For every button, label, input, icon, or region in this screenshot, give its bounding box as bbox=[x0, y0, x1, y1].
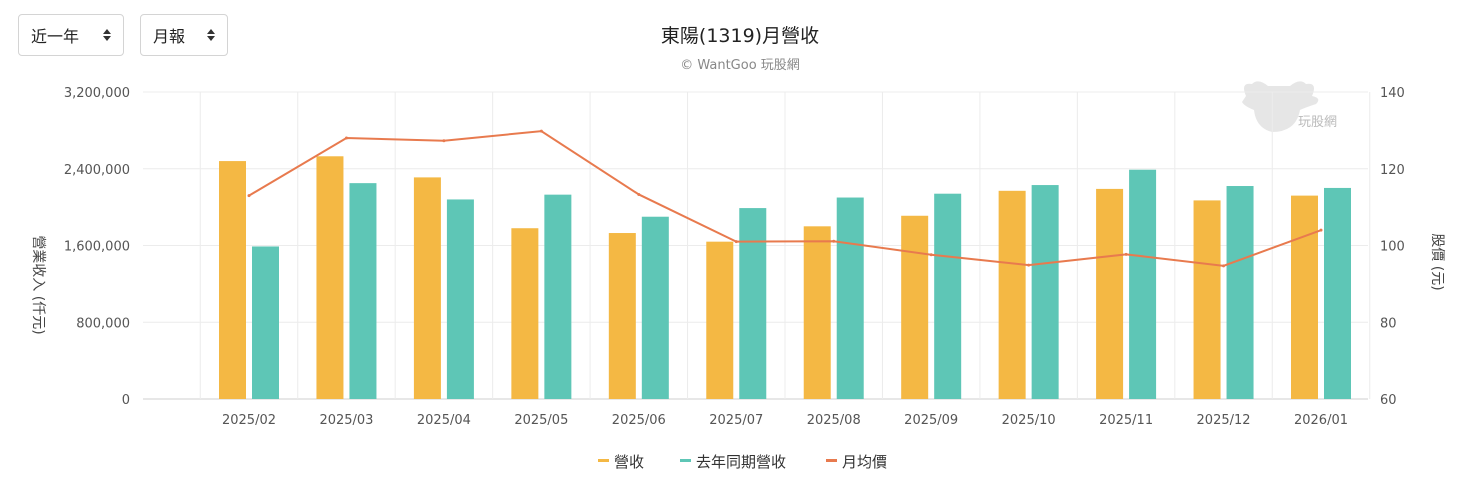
line-point[interactable] bbox=[1222, 264, 1226, 268]
legend: 營收 去年同期營收 月均價 bbox=[598, 453, 887, 471]
price-line bbox=[247, 129, 1323, 268]
line-point[interactable] bbox=[637, 192, 641, 196]
line-point[interactable] bbox=[832, 239, 836, 243]
bar-revenue[interactable] bbox=[511, 228, 539, 399]
legend-item[interactable]: 月均價 bbox=[826, 453, 887, 471]
bar-revenue[interactable] bbox=[901, 215, 929, 399]
line-avg-price[interactable] bbox=[248, 130, 1322, 267]
bar-revenue-prev-year[interactable] bbox=[544, 194, 572, 399]
bar-revenue[interactable] bbox=[413, 177, 441, 399]
line-point[interactable] bbox=[539, 129, 543, 133]
legend-item[interactable]: 去年同期營收 bbox=[680, 453, 786, 471]
line-point[interactable] bbox=[247, 194, 251, 198]
y-tick-label: 1,600,000 bbox=[64, 240, 130, 255]
bar-revenue-prev-year[interactable] bbox=[1226, 186, 1254, 399]
bar-revenue-prev-year[interactable] bbox=[934, 193, 962, 399]
bar-revenue-prev-year[interactable] bbox=[446, 199, 474, 399]
bar-revenue[interactable] bbox=[1291, 195, 1318, 399]
y2-tick-label: 140 bbox=[1380, 86, 1405, 101]
legend-swatch bbox=[826, 459, 837, 462]
y-tick-label: 800,000 bbox=[76, 316, 130, 331]
x-tick-label: 2025/06 bbox=[612, 413, 666, 428]
chart-subtitle: © WantGoo 玩股網 bbox=[680, 58, 800, 73]
line-point[interactable] bbox=[1319, 228, 1323, 232]
x-tick-label: 2025/05 bbox=[514, 413, 568, 428]
line-point[interactable] bbox=[442, 139, 446, 143]
legend-swatch bbox=[680, 459, 691, 462]
x-tick-label: 2025/03 bbox=[319, 413, 373, 428]
legend-label: 營收 bbox=[614, 453, 644, 471]
y-tick-label: 3,200,000 bbox=[64, 86, 130, 101]
y2-tick-label: 80 bbox=[1380, 316, 1397, 331]
y2-tick-label: 60 bbox=[1380, 393, 1397, 408]
bar-revenue[interactable] bbox=[608, 233, 636, 399]
y-tick-label: 0 bbox=[122, 393, 130, 408]
bar-revenue[interactable] bbox=[316, 156, 344, 399]
legend-label: 去年同期營收 bbox=[696, 453, 786, 471]
axes: 0 800,000 1,600,000 2,400,000 3,200,000 60 80 1… bbox=[64, 86, 1405, 428]
x-tick-label: 2025/04 bbox=[417, 413, 471, 428]
bar-revenue-prev-year[interactable] bbox=[349, 183, 377, 399]
sort-arrows-icon bbox=[207, 29, 215, 41]
legend-label: 月均價 bbox=[842, 453, 887, 471]
y-tick-label: 2,400,000 bbox=[64, 163, 130, 178]
cow-logo-icon bbox=[1242, 81, 1319, 132]
x-tick-label: 2025/09 bbox=[904, 413, 958, 428]
y2-axis-title: 股價 (元) bbox=[1429, 233, 1446, 290]
x-tick-label: 2026/01 bbox=[1294, 413, 1348, 428]
watermark-text: 玩股網 bbox=[1298, 115, 1337, 130]
bar-revenue-prev-year[interactable] bbox=[739, 208, 767, 399]
line-point[interactable] bbox=[1027, 263, 1031, 267]
x-tick-label: 2025/08 bbox=[807, 413, 861, 428]
bars bbox=[219, 156, 1351, 399]
x-tick-label: 2025/12 bbox=[1197, 413, 1251, 428]
bar-revenue-prev-year[interactable] bbox=[641, 216, 669, 399]
bar-revenue-prev-year[interactable] bbox=[1129, 169, 1157, 399]
bar-revenue[interactable] bbox=[803, 226, 831, 399]
line-point[interactable] bbox=[929, 253, 933, 257]
x-tick-label: 2025/07 bbox=[709, 413, 763, 428]
range-select[interactable]: 近一年 bbox=[18, 14, 124, 56]
bar-revenue-prev-year[interactable] bbox=[252, 246, 279, 399]
range-select-value: 近一年 bbox=[31, 27, 80, 46]
line-point[interactable] bbox=[344, 136, 348, 140]
frequency-select-value: 月報 bbox=[153, 27, 186, 46]
sort-arrows-icon bbox=[103, 29, 111, 41]
x-tick-label: 2025/10 bbox=[1002, 413, 1056, 428]
y2-tick-label: 100 bbox=[1380, 240, 1405, 255]
bar-revenue-prev-year[interactable] bbox=[1324, 187, 1351, 399]
legend-item[interactable]: 營收 bbox=[598, 453, 644, 471]
bar-revenue[interactable] bbox=[219, 161, 246, 399]
bar-revenue[interactable] bbox=[1193, 200, 1221, 399]
bar-revenue[interactable] bbox=[706, 241, 734, 399]
line-point[interactable] bbox=[734, 240, 738, 244]
x-tick-label: 2025/02 bbox=[222, 413, 276, 428]
legend-swatch bbox=[598, 459, 609, 462]
bar-revenue[interactable] bbox=[998, 190, 1026, 399]
line-point[interactable] bbox=[1124, 252, 1128, 256]
y-axis-title: 營業收入 (仟元) bbox=[30, 235, 46, 334]
bar-revenue-prev-year[interactable] bbox=[1031, 185, 1059, 399]
frequency-select[interactable]: 月報 bbox=[140, 14, 228, 56]
grid-lines bbox=[143, 91, 1371, 400]
bar-revenue-prev-year[interactable] bbox=[836, 197, 864, 399]
bar-revenue[interactable] bbox=[1096, 188, 1124, 399]
y2-tick-label: 120 bbox=[1380, 163, 1405, 178]
chart-title: 東陽(1319)月營收 bbox=[661, 25, 819, 47]
x-tick-label: 2025/11 bbox=[1099, 413, 1153, 428]
